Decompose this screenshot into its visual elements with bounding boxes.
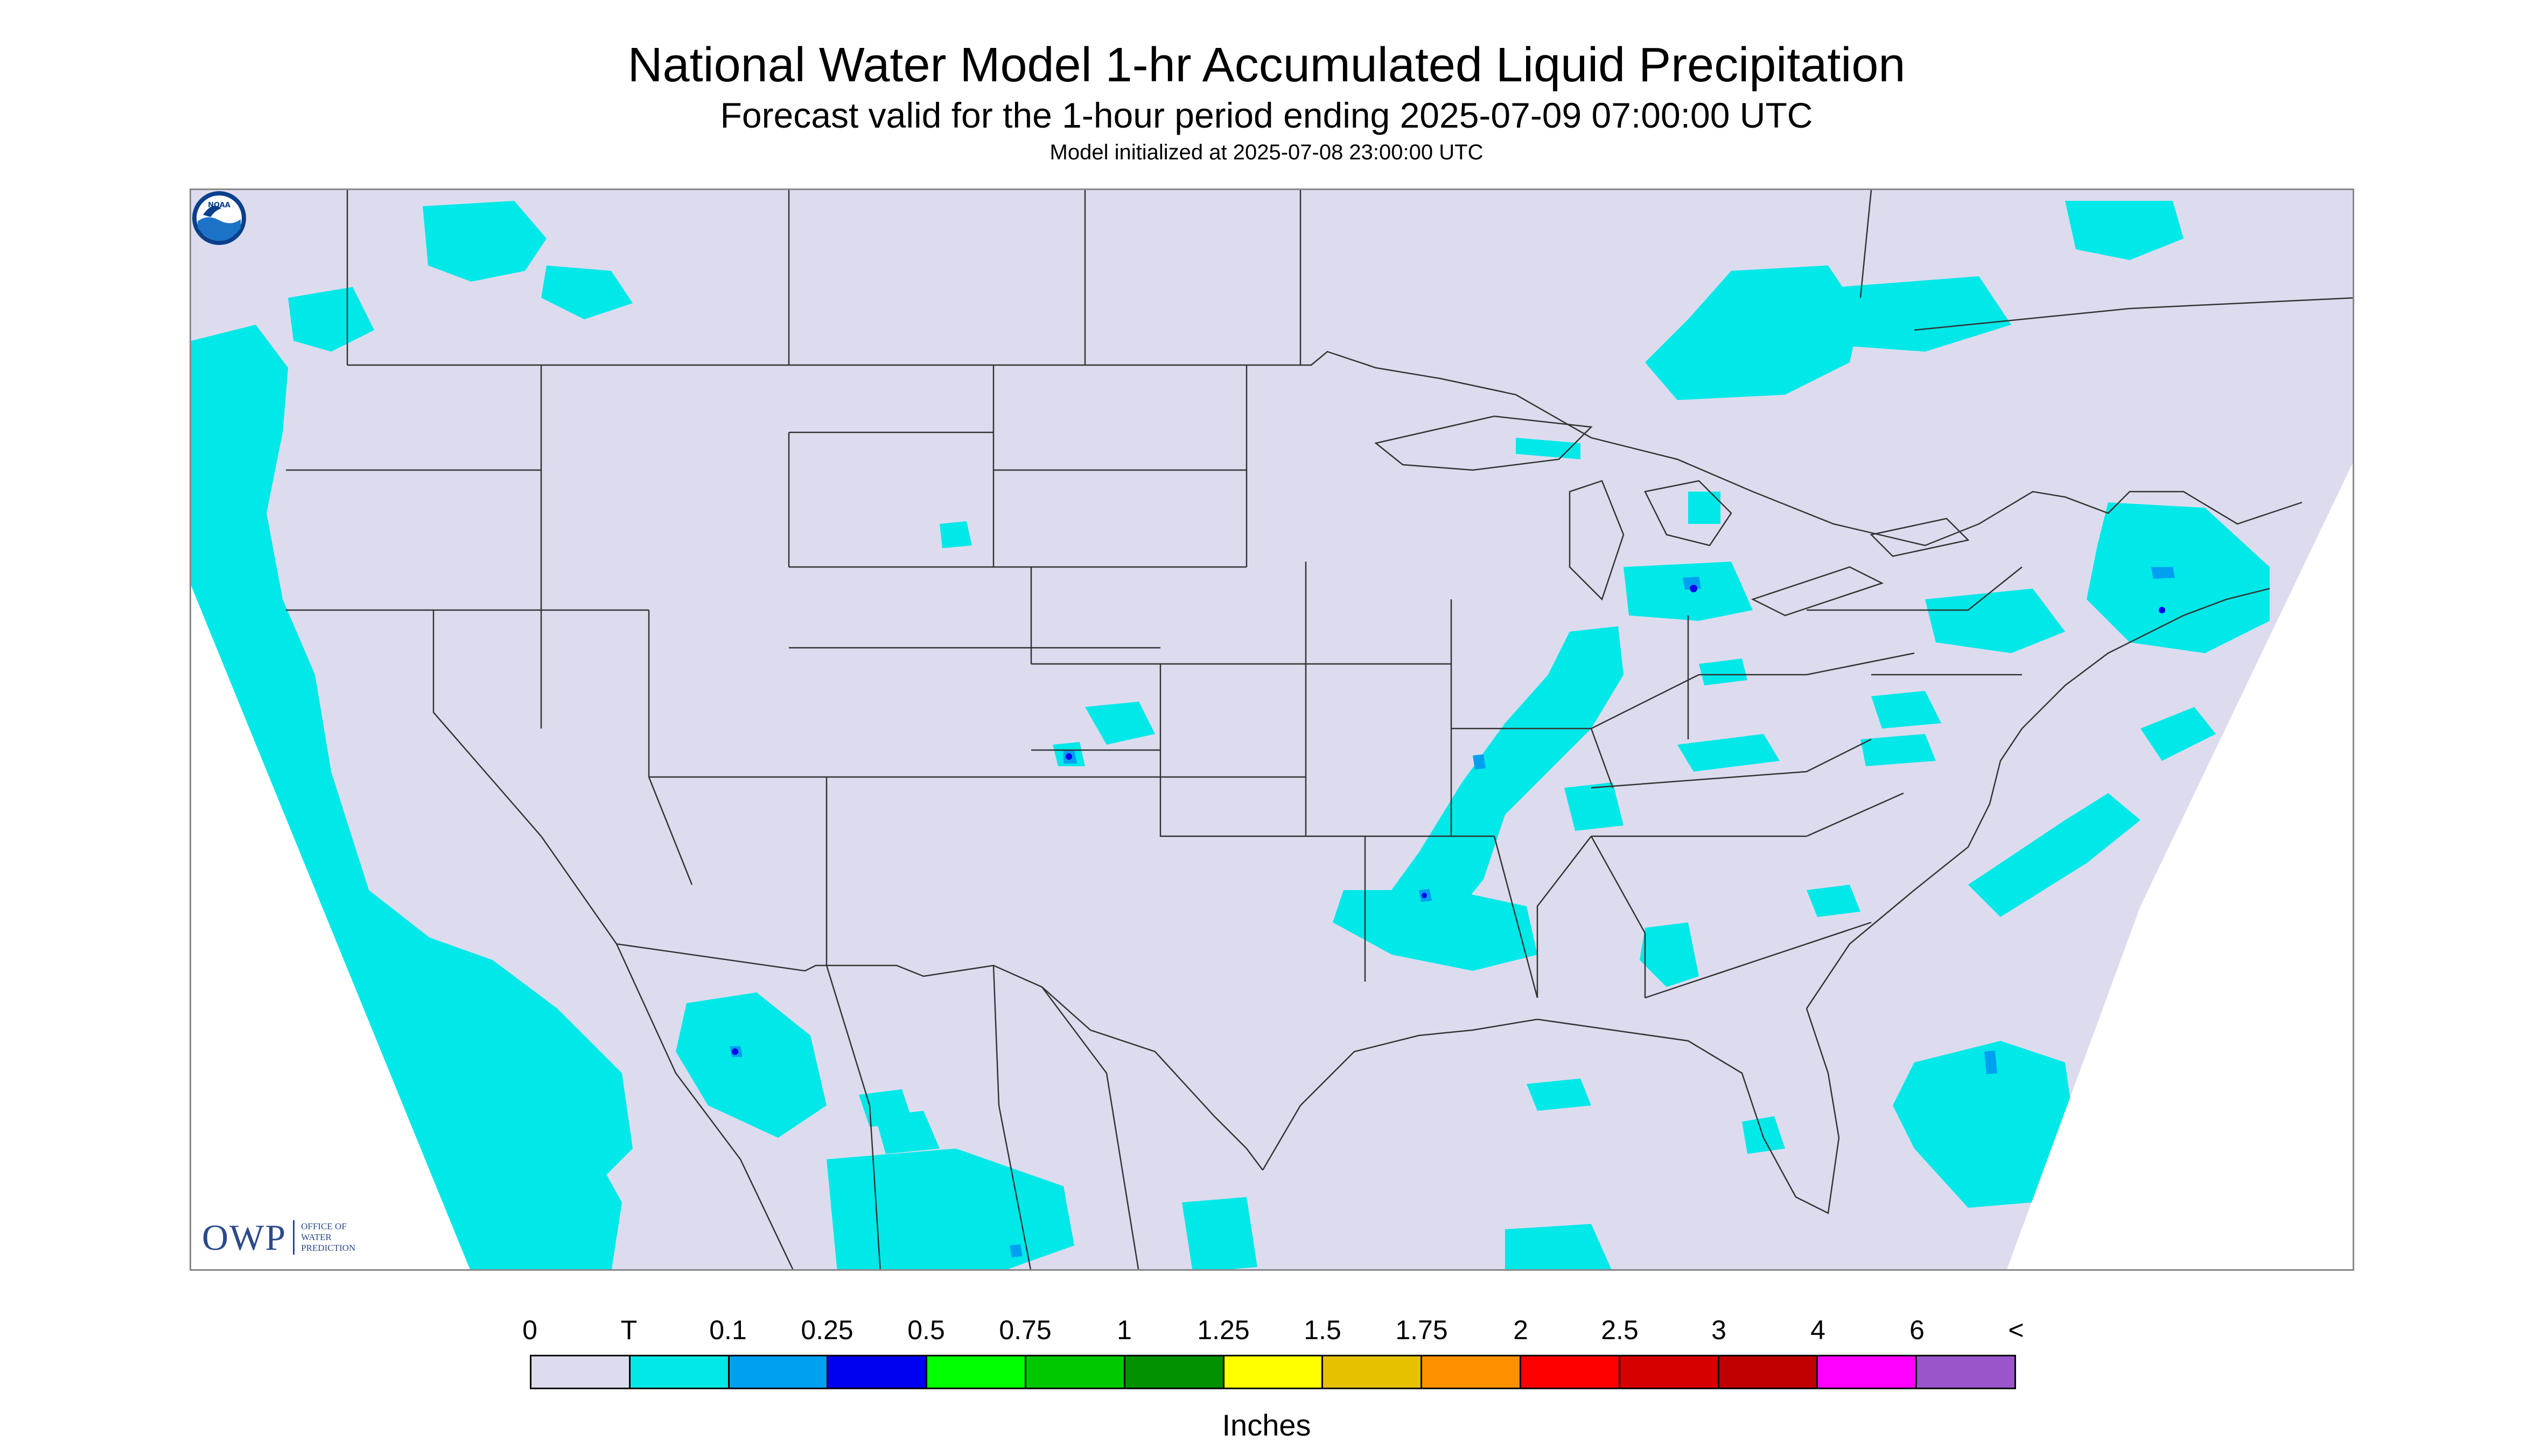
owp-logo-separator [293, 1220, 295, 1255]
legend-tick-label: 4 [1810, 1315, 1825, 1345]
precip-new-england [2087, 502, 2270, 653]
legend-swatch [1026, 1356, 1125, 1388]
owp-logo-line-3: PREDICTION [301, 1243, 356, 1253]
precip-michigan-north [1688, 492, 1720, 524]
legend-tick-label: 0.1 [709, 1315, 747, 1345]
legend-tick-label: 0.5 [907, 1315, 945, 1345]
legend-tick-label: 2.5 [1601, 1315, 1639, 1345]
precip-new-york [1925, 589, 2065, 653]
precip-mexico-coast [1182, 1197, 1257, 1269]
precip-mississippi-valley [1376, 626, 1624, 933]
legend-swatch [1422, 1356, 1521, 1388]
precip-british-columbia [423, 201, 547, 282]
gulf-coast [1262, 1008, 1840, 1214]
precip-virginia [1860, 734, 1936, 766]
map-canvas [191, 190, 2353, 1269]
owp-logo-line-2: WATER [301, 1232, 332, 1242]
legend-swatch [531, 1356, 631, 1388]
precip-light-areas [730, 567, 2175, 1257]
legend-tick-label: 1.25 [1197, 1315, 1250, 1345]
legend-swatch [630, 1356, 730, 1388]
legend-swatch [1521, 1356, 1620, 1388]
owp-logo-line-1: OFFICE OF [301, 1221, 347, 1231]
owp-logo: OWP OFFICE OF WATER PREDICTION [202, 1213, 355, 1262]
noaa-logo-text: NOAA [208, 201, 230, 209]
precip-ohio [1699, 659, 1747, 685]
legend-labels: 0 T 0.1 0.25 0.5 0.75 1 1.25 1.5 1.75 2 2.5 3 4 6 < [522, 1314, 2024, 1348]
precip-michigan [1624, 562, 1753, 621]
precip-kentucky [1677, 734, 1780, 772]
canada-lines [346, 190, 2353, 365]
precip-florida [1742, 1116, 1785, 1154]
legend-swatch [1620, 1356, 1719, 1388]
legend-tick-label: 2 [1513, 1315, 1528, 1345]
precip-sonora [676, 992, 827, 1138]
legend-swatch [1224, 1356, 1324, 1388]
precip-wyoming [940, 521, 972, 548]
forecast-valid-subtitle: Forecast valid for the 1-hour period end… [720, 95, 1813, 135]
owp-logo-text: OFFICE OF WATER PREDICTION [301, 1221, 355, 1254]
us-canada-border [347, 351, 2303, 547]
legend-swatch [729, 1356, 829, 1388]
precip-moderate-areas [732, 585, 2165, 1055]
legend-swatch [1917, 1356, 2014, 1388]
precip-gulf-east [1527, 1079, 1591, 1111]
precipitation-legend: 0 T 0.1 0.25 0.5 0.75 1 1.25 1.5 1.75 2 2.5 3 4 6 < [522, 1314, 2024, 1389]
legend-swatch [1125, 1356, 1224, 1388]
precip-ontario [1645, 265, 1860, 400]
owp-logo-mark: OWP [202, 1217, 287, 1258]
model-initialized-text: Model initialized at 2025-07-08 23:00:00… [1049, 141, 1484, 164]
legend-swatch [1818, 1356, 1918, 1388]
outside-domain-east [2007, 463, 2353, 1269]
precip-kansas [1085, 702, 1155, 745]
precip-quebec [1839, 276, 2011, 352]
atlantic-coast [1806, 587, 2270, 1009]
state-lines-east [1305, 562, 2023, 999]
legend-tick-label: 1.75 [1395, 1315, 1448, 1345]
legend-swatch [1323, 1356, 1423, 1388]
precip-arkansas [1333, 890, 1537, 971]
precip-atlantic-band-2 [1968, 793, 2140, 917]
legend-swatch [927, 1356, 1026, 1388]
legend-tick-label: 3 [1711, 1315, 1726, 1345]
precip-trace-areas [191, 201, 2270, 1269]
precip-georgia [1640, 922, 1699, 987]
mexico-lines [615, 943, 1139, 1269]
noaa-logo-icon: NOAA [192, 191, 246, 245]
legend-tick-label: 0 [522, 1315, 537, 1345]
legend-tick-label: 1.5 [1304, 1315, 1341, 1345]
precip-tamaulipas [875, 1111, 940, 1154]
precip-mexico-south [827, 1149, 1074, 1269]
precip-tennessee [1564, 782, 1624, 831]
legend-tick-label: 1 [1117, 1315, 1132, 1345]
political-boundaries [286, 190, 2353, 1269]
precip-bc-interior [541, 265, 633, 319]
legend-tick-label: T [620, 1315, 638, 1345]
precip-baja-offshore [417, 933, 633, 1192]
legend-tick-label: 6 [1909, 1315, 1925, 1345]
legend-color-bar [530, 1355, 2016, 1389]
precip-gulf-south [1505, 1224, 1612, 1269]
great-lakes [1374, 415, 1970, 617]
legend-tick-label: 0.75 [999, 1315, 1052, 1345]
state-lines-west [286, 365, 1365, 965]
legend-swatch [1719, 1356, 1818, 1388]
precip-mid-atlantic [1871, 691, 1941, 729]
us-mexico-border [616, 943, 1263, 1171]
precip-quebec-north [2065, 201, 2184, 260]
legend-tick-label: < [2008, 1315, 2024, 1345]
legend-units: Inches [1222, 1408, 1311, 1442]
precip-bc-coast [288, 287, 374, 352]
precip-atlantic-south [1893, 1041, 2076, 1208]
precip-carolina [1807, 885, 1860, 917]
map-title: National Water Model 1-hr Accumulated Li… [627, 38, 1906, 92]
legend-swatch [828, 1356, 928, 1388]
precipitation-map: OWP OFFICE OF WATER PREDICTION NOAA [190, 188, 2354, 1271]
precip-atlantic-band-1 [2140, 707, 2216, 761]
legend-tick-label: 0.25 [801, 1315, 853, 1345]
